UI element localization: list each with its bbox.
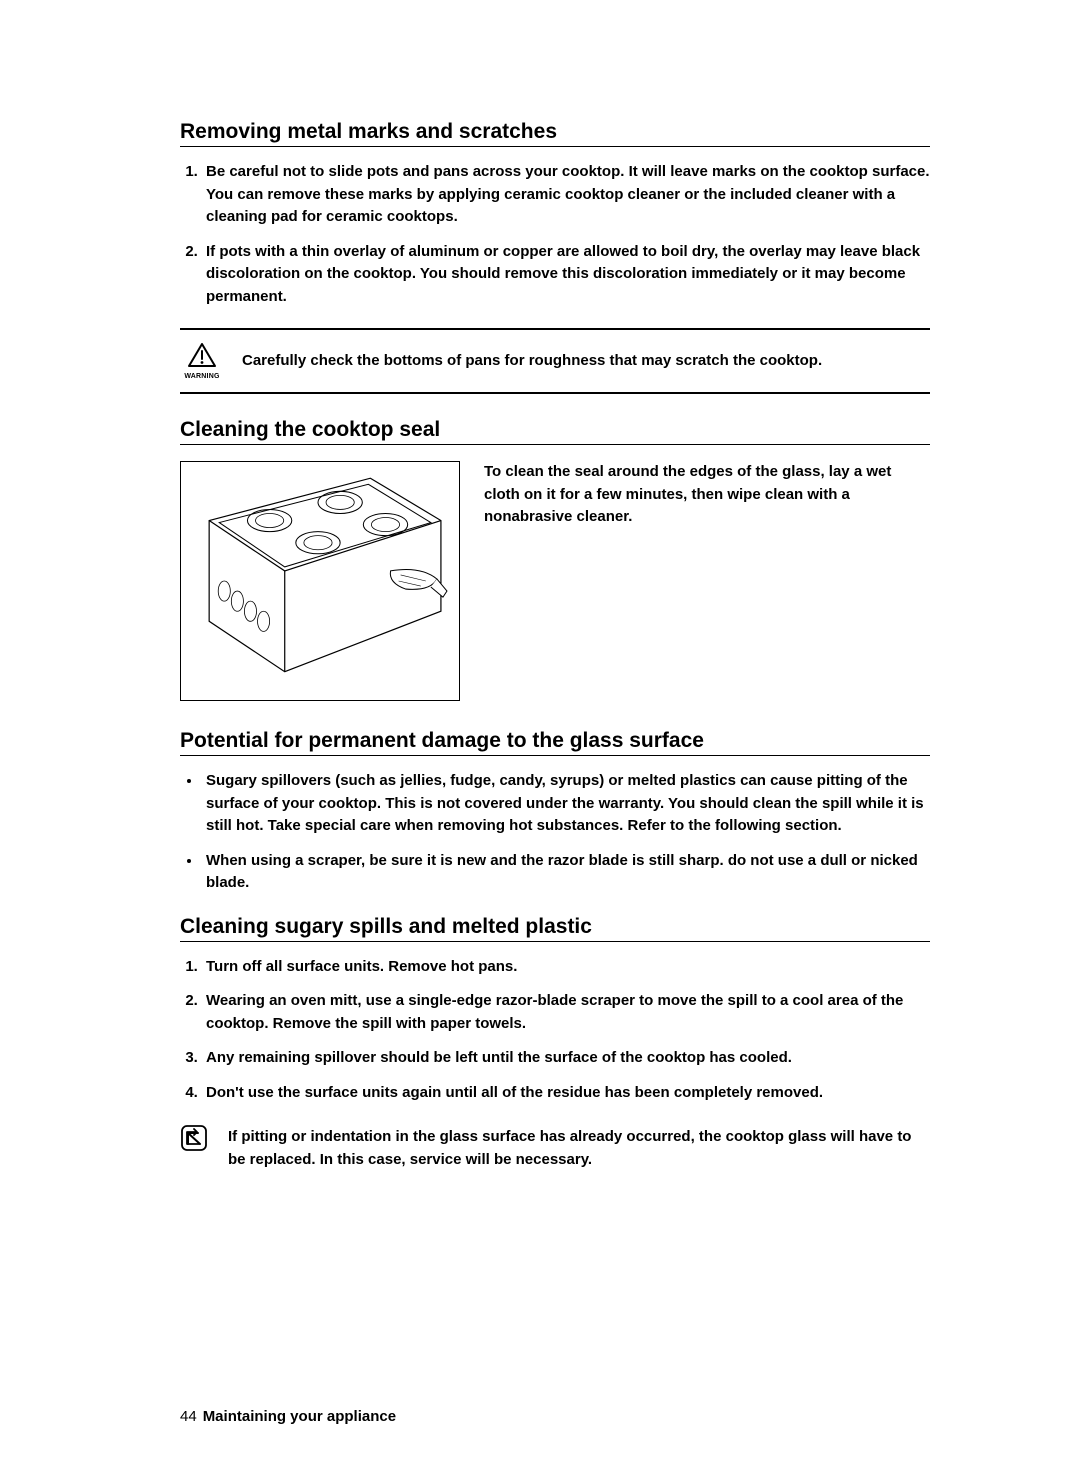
note-box: If pitting or indentation in the glass s… <box>180 1124 930 1171</box>
section1-list: Be careful not to slide pots and pans ac… <box>180 161 930 308</box>
warning-triangle-icon <box>187 342 217 373</box>
section3-list: Sugary spillovers (such as jellies, fudg… <box>180 770 930 895</box>
section2-heading: Cleaning the cooktop seal <box>180 418 930 445</box>
section1-item-1: Be careful not to slide pots and pans ac… <box>202 161 930 229</box>
cooktop-illustration <box>180 461 460 701</box>
note-text: If pitting or indentation in the glass s… <box>228 1124 930 1171</box>
note-icon <box>180 1139 208 1156</box>
warning-icon-wrap: WARNING <box>180 342 224 380</box>
note-icon-wrap <box>180 1124 212 1157</box>
section1-heading: Removing metal marks and scratches <box>180 120 930 147</box>
warning-label: WARNING <box>184 373 219 380</box>
section4-list: Turn off all surface units. Remove hot p… <box>180 956 930 1105</box>
section1-item-2: If pots with a thin overlay of aluminum … <box>202 241 930 309</box>
section4-item-4: Don't use the surface units again until … <box>202 1082 930 1105</box>
footer-title: Maintaining your appliance <box>203 1408 396 1425</box>
seal-section: To clean the seal around the edges of th… <box>180 461 930 701</box>
warning-box: WARNING Carefully check the bottoms of p… <box>180 328 930 394</box>
warning-text: Carefully check the bottoms of pans for … <box>242 350 822 373</box>
section4-item-2: Wearing an oven mitt, use a single-edge … <box>202 990 930 1035</box>
page-number: 44 <box>180 1408 197 1425</box>
section3-item-2: When using a scraper, be sure it is new … <box>202 850 930 895</box>
section4-item-3: Any remaining spillover should be left u… <box>202 1047 930 1070</box>
page-footer: 44 Maintaining your appliance <box>180 1408 396 1425</box>
section3-item-1: Sugary spillovers (such as jellies, fudg… <box>202 770 930 838</box>
section3-heading: Potential for permanent damage to the gl… <box>180 729 930 756</box>
section2-text: To clean the seal around the edges of th… <box>484 461 930 701</box>
section4-item-1: Turn off all surface units. Remove hot p… <box>202 956 930 979</box>
section4-heading: Cleaning sugary spills and melted plasti… <box>180 915 930 942</box>
